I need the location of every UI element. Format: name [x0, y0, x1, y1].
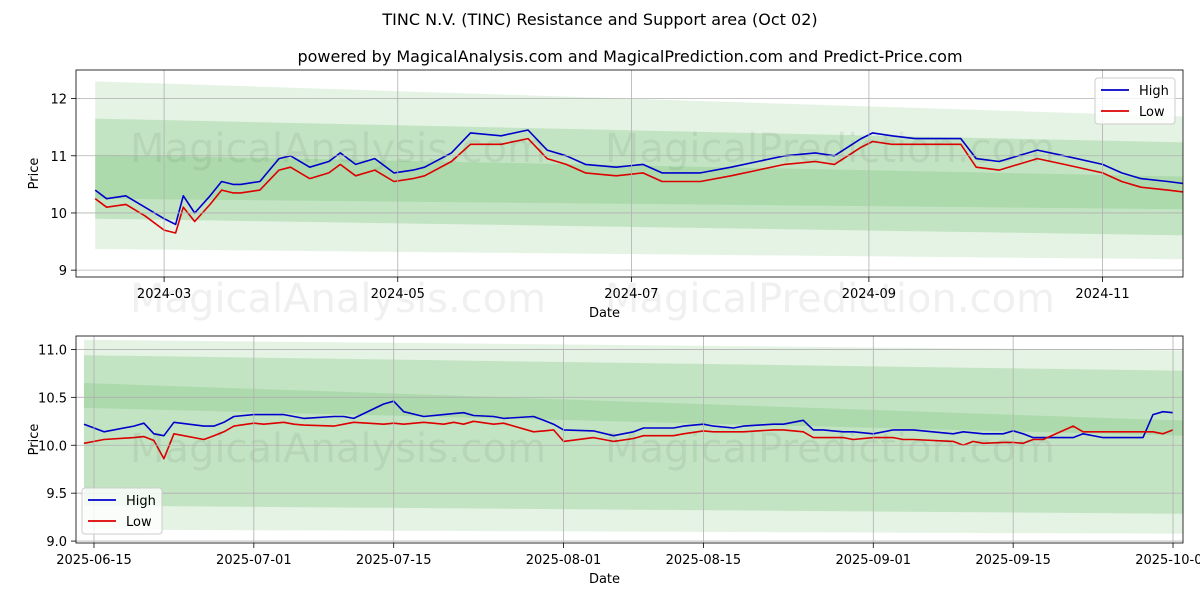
- legend-label-high: High: [126, 494, 156, 509]
- plot-area: [94, 81, 1183, 260]
- support-resistance-band-2: [95, 118, 1183, 236]
- legend: High Low: [1094, 77, 1176, 125]
- x-tick-label: 2025-10-01: [1135, 553, 1200, 568]
- plot-frame: [75, 335, 1184, 544]
- legend-label-low: Low: [1139, 105, 1165, 120]
- low-price-line: [94, 137, 1183, 234]
- watermark-text: MagicalPrediction.com: [605, 276, 1055, 322]
- y-axis-label: Price: [27, 424, 42, 456]
- y-tick-label: 11: [50, 150, 67, 165]
- y-tick-label: 10.0: [38, 439, 67, 454]
- x-tick-label: 2025-07-15: [356, 553, 432, 568]
- plot-frame: [75, 69, 1184, 278]
- x-tick-label: 2024-03: [137, 287, 191, 302]
- y-tick-label: 9: [59, 264, 67, 279]
- plot-area: [83, 339, 1183, 534]
- y-tick-label: 11.0: [38, 343, 67, 358]
- y-tick-label: 9.5: [46, 487, 67, 502]
- x-axis-label: Date: [589, 306, 620, 321]
- x-axis-label: Date: [589, 572, 620, 587]
- x-tick-label: 2024-09: [842, 287, 896, 302]
- support-resistance-band-1: [84, 339, 1183, 534]
- x-tick-label: 2025-09-15: [975, 553, 1051, 568]
- price-chart-full-range: MagicalAnalysis.com MagicalPrediction.com…: [27, 69, 1184, 322]
- y-axis-label: Price: [27, 158, 42, 190]
- legend: High Low: [81, 487, 163, 535]
- y-tick-label: 10.5: [38, 391, 67, 406]
- chart-title: TINC N.V. (TINC) Resistance and Support …: [381, 10, 817, 29]
- watermark-text: MagicalAnalysis.com: [130, 276, 546, 322]
- price-chart-recent-zoom: MagicalAnalysis.com MagicalPrediction.com…: [27, 335, 1200, 587]
- watermark-text: MagicalAnalysis.com: [130, 126, 546, 172]
- low-price-line: [83, 420, 1174, 460]
- x-tick-label: 2025-08-01: [526, 553, 602, 568]
- x-tick-label: 2025-08-15: [666, 553, 742, 568]
- x-tick-label: 2025-06-15: [56, 553, 132, 568]
- legend-label-high: High: [1139, 84, 1169, 99]
- legend-label-low: Low: [126, 515, 152, 530]
- support-resistance-band-3: [95, 154, 1183, 210]
- x-tick-label: 2024-11: [1075, 287, 1129, 302]
- y-tick-label: 9.0: [46, 535, 67, 550]
- x-tick-label: 2025-09-01: [835, 553, 911, 568]
- x-tick-label: 2025-07-01: [216, 553, 292, 568]
- watermark-text: MagicalPrediction.com: [605, 126, 1055, 172]
- y-tick-label: 12: [50, 93, 67, 108]
- support-resistance-band-2: [84, 355, 1183, 514]
- chart-subtitle: powered by MagicalAnalysis.com and Magic…: [297, 47, 962, 66]
- y-tick-label: 10: [50, 207, 67, 222]
- high-price-line: [83, 400, 1174, 439]
- watermark-text: MagicalPrediction.com: [605, 426, 1055, 472]
- watermark-text: MagicalAnalysis.com: [130, 426, 546, 472]
- x-tick-label: 2024-05: [371, 287, 425, 302]
- support-resistance-band-3: [84, 383, 1183, 436]
- support-resistance-band-1: [95, 81, 1183, 260]
- x-tick-label: 2024-07: [604, 287, 658, 302]
